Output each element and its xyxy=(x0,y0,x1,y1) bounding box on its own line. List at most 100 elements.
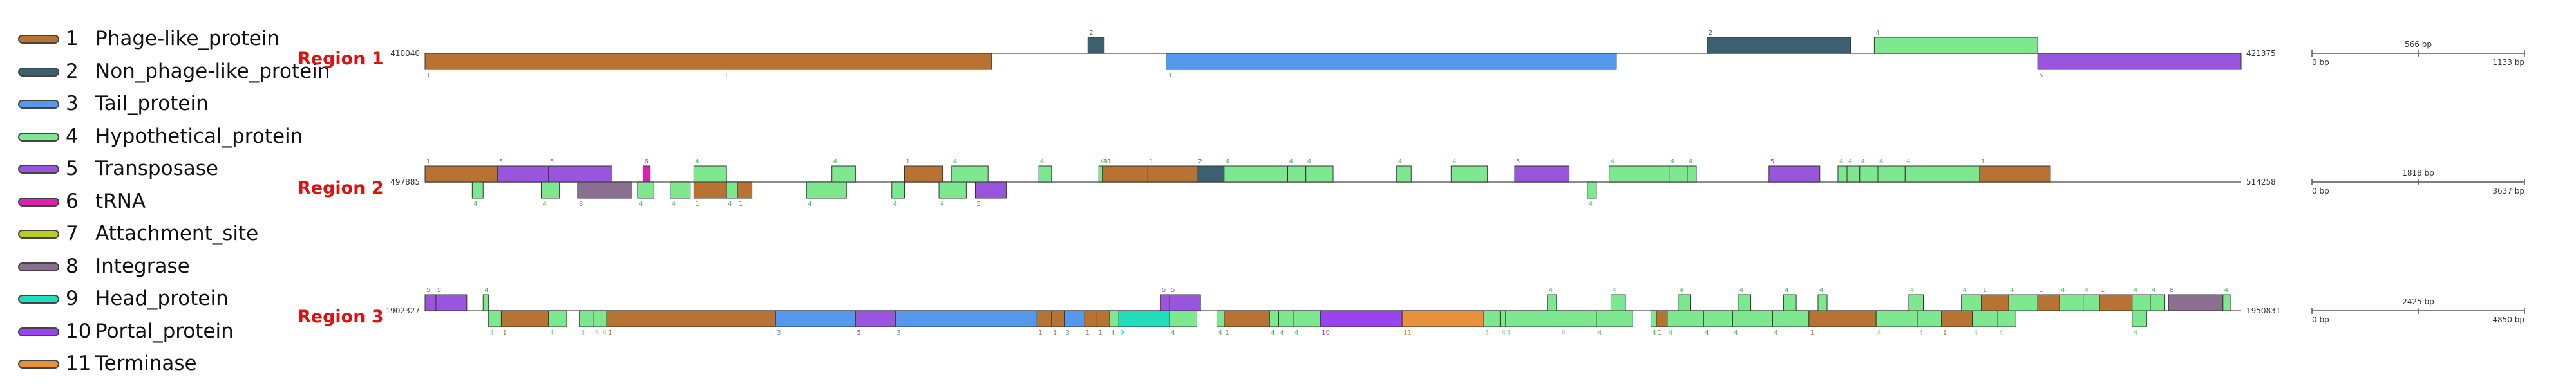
gene-type-number: 1 xyxy=(739,201,743,208)
gene-block xyxy=(1837,165,1848,183)
gene-type-number: 4 xyxy=(1910,287,1914,294)
gene-type-number: 4 xyxy=(1549,287,1553,294)
legend-swatch xyxy=(18,327,59,336)
legend-item: 2 Non_phage-like_protein xyxy=(13,59,348,91)
gene-block xyxy=(1505,310,1560,327)
legend-item: 11 Terminase xyxy=(13,351,348,383)
gene-type-number: 4 xyxy=(1294,329,1298,336)
gene-block xyxy=(500,310,549,327)
legend-number: 1 xyxy=(66,27,79,50)
gene-block xyxy=(424,165,498,183)
gene-type-number: 4 xyxy=(1819,287,1823,294)
gene-type-number: 4 xyxy=(1919,329,1923,336)
legend-label: Phage-like_protein xyxy=(95,27,280,50)
gene-type-number: 4 xyxy=(1289,158,1293,165)
legend-item: 7 Attachment_site xyxy=(13,221,348,253)
gene-block xyxy=(2222,294,2231,311)
legend-label: Attachment_site xyxy=(95,222,259,245)
gene-block xyxy=(1678,294,1692,311)
legend-swatch xyxy=(18,360,59,369)
track-end-coordinate: 421375 xyxy=(2246,49,2276,58)
legend-swatch xyxy=(18,230,59,239)
gene-type-number: 4 xyxy=(1040,158,1044,165)
gene-type-number: 4 xyxy=(2085,287,2088,294)
gene-block xyxy=(2150,294,2166,311)
gene-type-number: 4 xyxy=(953,158,957,165)
gene-block xyxy=(2059,294,2084,311)
gene-block xyxy=(1224,165,1289,183)
gene-block xyxy=(726,181,738,199)
gene-block xyxy=(722,53,992,70)
gene-block xyxy=(577,181,632,199)
gene-type-number: 4 xyxy=(1974,329,1978,336)
gene-block xyxy=(974,181,1007,199)
gene-type-number: 4 xyxy=(1705,329,1709,336)
gene-type-number: 4 xyxy=(550,329,554,336)
legend-label: Tail_protein xyxy=(95,92,209,115)
region-label: Region 3 xyxy=(298,307,384,327)
gene-type-number: 1 xyxy=(1810,329,1814,336)
gene-type-number: 4 xyxy=(1104,158,1108,165)
gene-type-number: 1 xyxy=(426,158,430,165)
legend-number: 2 xyxy=(66,59,79,83)
gene-type-number: 4 xyxy=(1785,287,1788,294)
gene-block xyxy=(2037,294,2060,311)
legend-label: Head_protein xyxy=(95,287,229,310)
gene-block xyxy=(601,310,607,327)
legend-swatch xyxy=(18,132,59,142)
gene-type-number: 5 xyxy=(550,158,554,165)
gene-type-number: 5 xyxy=(1171,287,1175,294)
gene-type-number: 4 xyxy=(808,201,811,208)
gene-type-number: 1 xyxy=(1983,287,1987,294)
scale-mid-label: 1818 bp xyxy=(2402,169,2434,178)
gene-block xyxy=(1401,310,1484,327)
gene-block xyxy=(1707,37,1852,54)
gene-type-number: 5 xyxy=(857,329,860,336)
gene-block xyxy=(548,165,612,183)
legend-item: 10 Portal_protein xyxy=(13,318,348,351)
gene-block xyxy=(1783,294,1797,311)
gene-type-number: 4 xyxy=(1839,158,1843,165)
gene-block xyxy=(1217,310,1225,327)
gene-type-number: 5 xyxy=(426,287,430,294)
gene-block xyxy=(1396,165,1412,183)
gene-type-number: 4 xyxy=(1653,329,1656,336)
gene-block xyxy=(2168,294,2224,311)
legend-number: 11 xyxy=(66,352,91,375)
gene-type-number: 4 xyxy=(2010,287,2014,294)
legend-swatch xyxy=(18,100,59,109)
gene-type-number: 4 xyxy=(695,158,699,165)
gene-block xyxy=(1064,310,1085,327)
legend-item: 1 Phage-like_protein xyxy=(13,26,348,59)
gene-type-number: 5 xyxy=(1516,158,1520,165)
gene-type-number: 4 xyxy=(672,201,676,208)
gene-block xyxy=(1147,165,1197,183)
gene-block xyxy=(1560,310,1597,327)
gene-type-number: 3 xyxy=(896,329,900,336)
gene-block xyxy=(1169,310,1197,327)
gene-type-number: 4 xyxy=(639,201,643,208)
gene-block xyxy=(1166,53,1617,70)
gene-block xyxy=(435,294,468,311)
scale-left-label: 0 bp xyxy=(2312,58,2329,67)
legend-number: 3 xyxy=(66,92,79,115)
gene-type-number: 1 xyxy=(1098,329,1102,336)
gene-type-number: 5 xyxy=(1770,158,1774,165)
gene-type-number: 4 xyxy=(728,201,732,208)
gene-block xyxy=(1873,37,2038,54)
gene-block xyxy=(540,181,560,199)
gene-type-number: 1 xyxy=(1981,158,1985,165)
gene-block xyxy=(1904,165,1980,183)
track-start-coordinate: 1902327 xyxy=(386,306,420,315)
gene-block xyxy=(1768,165,1821,183)
gene-type-number: 9 xyxy=(1120,329,1124,336)
gene-block xyxy=(1084,310,1097,327)
legend-number: 7 xyxy=(66,222,79,245)
gene-type-number: 1 xyxy=(905,158,909,165)
legend-label: Non_phage-like_protein xyxy=(95,59,330,83)
gene-type-number: 4 xyxy=(1669,329,1672,336)
gene-block xyxy=(1609,165,1670,183)
gene-block xyxy=(637,181,654,199)
gene-type-number: 4 xyxy=(1589,201,1593,208)
